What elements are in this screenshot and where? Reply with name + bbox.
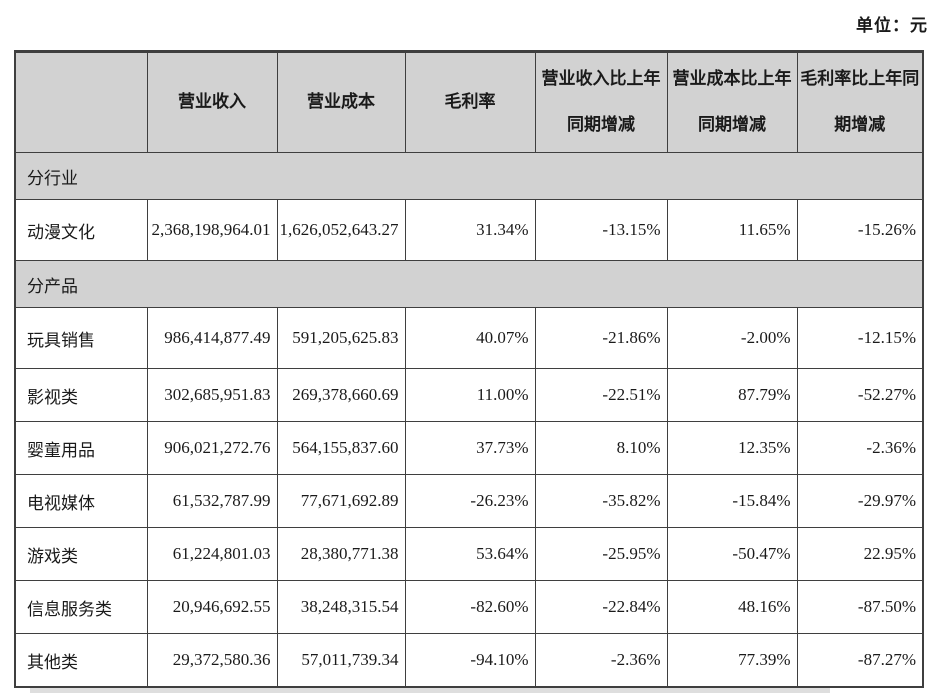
row-label: 婴童用品 [14, 421, 148, 475]
cell-margin_yoy: -15.26% [796, 199, 924, 261]
cell-margin_yoy: -52.27% [796, 368, 924, 422]
header-line: 毛利率比上年同 [800, 69, 920, 89]
cell-cost: 77,671,692.89 [276, 474, 406, 528]
header-line: 期增减 [834, 115, 886, 134]
cell-cost_yoy: 11.65% [666, 199, 798, 261]
cell-cost: 57,011,739.34 [276, 633, 406, 688]
cell-gross_margin: 37.73% [404, 421, 536, 475]
header-cell-lines: 毛利率比上年同 期增减 [798, 69, 922, 134]
section-row: 分产品 [14, 260, 924, 308]
cell-gross_margin: 40.07% [404, 307, 536, 369]
header-cell-lines: 营业成本 [278, 92, 404, 112]
row-label: 影视类 [14, 368, 148, 422]
cell-cost: 564,155,837.60 [276, 421, 406, 475]
page-bottom-divider [30, 688, 830, 693]
segment-revenue-table: 营业收入 营业成本 毛利率 营业收入比上年 同期增减 营业成本比上年 同期增减 毛利率比上年同… [14, 50, 924, 688]
cell-cost: 1,626,052,643.27 [276, 199, 406, 261]
cell-revenue: 29,372,580.36 [146, 633, 278, 688]
table-row: 动漫文化 2,368,198,964.01 1,626,052,643.27 31.3… [14, 199, 924, 261]
row-label: 游戏类 [14, 527, 148, 581]
cell-cost_yoy: 77.39% [666, 633, 798, 688]
header-cell-margin_yoy: 毛利率比上年同 期增减 [796, 51, 924, 153]
cell-revenue: 986,414,877.49 [146, 307, 278, 369]
cell-gross_margin: 31.34% [404, 199, 536, 261]
cell-revenue: 61,224,801.03 [146, 527, 278, 581]
cell-cost_yoy: 12.35% [666, 421, 798, 475]
header-cell-lines: 营业收入 [148, 92, 276, 112]
cell-revenue_yoy: -35.82% [534, 474, 668, 528]
section-row: 分行业 [14, 152, 924, 200]
header-cell-revenue_yoy: 营业收入比上年 同期增减 [534, 51, 668, 153]
row-label: 其他类 [14, 633, 148, 688]
table-header: 营业收入 营业成本 毛利率 营业收入比上年 同期增减 营业成本比上年 同期增减 毛利率比上年同… [14, 51, 924, 153]
header-line: 同期增减 [698, 115, 766, 134]
cell-cost_yoy: 48.16% [666, 580, 798, 634]
table-row: 影视类 302,685,951.83 269,378,660.69 11.00% -22… [14, 368, 924, 422]
table-row: 游戏类 61,224,801.03 28,380,771.38 53.64% -25.9… [14, 527, 924, 581]
cell-gross_margin: -94.10% [404, 633, 536, 688]
cell-revenue_yoy: -21.86% [534, 307, 668, 369]
cell-margin_yoy: -2.36% [796, 421, 924, 475]
cell-revenue_yoy: 8.10% [534, 421, 668, 475]
header-line: 营业成本 [307, 92, 375, 112]
cell-revenue: 302,685,951.83 [146, 368, 278, 422]
header-line: 营业收入 [178, 92, 246, 112]
header-line: 同期增减 [567, 115, 635, 134]
cell-gross_margin: 11.00% [404, 368, 536, 422]
section-label: 分产品 [14, 260, 924, 308]
table-row: 信息服务类 20,946,692.55 38,248,315.54 -82.60% -2… [14, 580, 924, 634]
cell-revenue: 906,021,272.76 [146, 421, 278, 475]
table-body: 分行业 动漫文化 2,368,198,964.01 1,626,052,643.27 3… [14, 152, 924, 688]
row-label: 动漫文化 [14, 199, 148, 261]
cell-revenue: 61,532,787.99 [146, 474, 278, 528]
cell-margin_yoy: -29.97% [796, 474, 924, 528]
cell-revenue_yoy: -22.51% [534, 368, 668, 422]
cell-revenue_yoy: -22.84% [534, 580, 668, 634]
row-label: 电视媒体 [14, 474, 148, 528]
cell-revenue: 2,368,198,964.01 [146, 199, 278, 261]
unit-label: 单位：元 [856, 16, 928, 35]
cell-revenue_yoy: -25.95% [534, 527, 668, 581]
section-label: 分行业 [14, 152, 924, 200]
header-cell-category [14, 51, 148, 153]
cell-cost_yoy: -50.47% [666, 527, 798, 581]
header-cell-cost: 营业成本 [276, 51, 406, 153]
header-cell-gross_margin: 毛利率 [404, 51, 536, 153]
header-cell-lines: 营业成本比上年 同期增减 [668, 69, 796, 134]
cell-gross_margin: -82.60% [404, 580, 536, 634]
cell-cost: 28,380,771.38 [276, 527, 406, 581]
cell-cost: 38,248,315.54 [276, 580, 406, 634]
cell-cost_yoy: 87.79% [666, 368, 798, 422]
header-row: 营业收入 营业成本 毛利率 营业收入比上年 同期增减 营业成本比上年 同期增减 毛利率比上年同… [14, 51, 924, 153]
header-cell-lines: 营业收入比上年 同期增减 [536, 69, 666, 134]
header-cell-lines: 毛利率 [406, 92, 534, 112]
cell-margin_yoy: 22.95% [796, 527, 924, 581]
header-cell-cost_yoy: 营业成本比上年 同期增减 [666, 51, 798, 153]
cell-revenue_yoy: -13.15% [534, 199, 668, 261]
cell-cost_yoy: -2.00% [666, 307, 798, 369]
cell-cost_yoy: -15.84% [666, 474, 798, 528]
table-row: 其他类 29,372,580.36 57,011,739.34 -94.10% -2.3… [14, 633, 924, 688]
cell-gross_margin: 53.64% [404, 527, 536, 581]
cell-gross_margin: -26.23% [404, 474, 536, 528]
cell-revenue: 20,946,692.55 [146, 580, 278, 634]
table-row: 玩具销售 986,414,877.49 591,205,625.83 40.07% -2… [14, 307, 924, 369]
cell-revenue_yoy: -2.36% [534, 633, 668, 688]
header-line: 营业成本比上年 [672, 69, 792, 89]
header-cell-revenue: 营业收入 [146, 51, 278, 153]
cell-margin_yoy: -87.27% [796, 633, 924, 688]
row-label: 信息服务类 [14, 580, 148, 634]
table-row: 婴童用品 906,021,272.76 564,155,837.60 37.73% 8.… [14, 421, 924, 475]
cell-margin_yoy: -87.50% [796, 580, 924, 634]
row-label: 玩具销售 [14, 307, 148, 369]
table-row: 电视媒体 61,532,787.99 77,671,692.89 -26.23% -35… [14, 474, 924, 528]
header-line: 营业收入比上年 [541, 69, 661, 89]
cell-cost: 269,378,660.69 [276, 368, 406, 422]
cell-margin_yoy: -12.15% [796, 307, 924, 369]
cell-cost: 591,205,625.83 [276, 307, 406, 369]
header-line: 毛利率 [444, 92, 496, 112]
